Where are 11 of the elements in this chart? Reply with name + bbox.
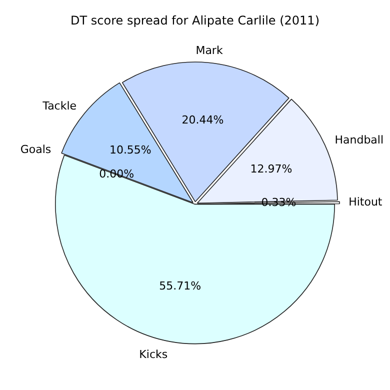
slice-label: Tackle: [42, 99, 77, 112]
data-label: 55.71%: [159, 279, 202, 292]
slice-label: Handball: [334, 133, 384, 146]
data-label: 12.97%: [250, 162, 292, 176]
data-label: 20.44%: [182, 114, 224, 127]
slice-label: Kicks: [139, 348, 168, 362]
slice-label: Hitout: [348, 195, 383, 208]
data-label: 10.55%: [109, 144, 152, 157]
category-label: Goals: [20, 143, 52, 156]
chart-title: DT score spread for Alipate Carlile (2011): [70, 13, 320, 28]
slice-label: Mark: [196, 44, 224, 58]
